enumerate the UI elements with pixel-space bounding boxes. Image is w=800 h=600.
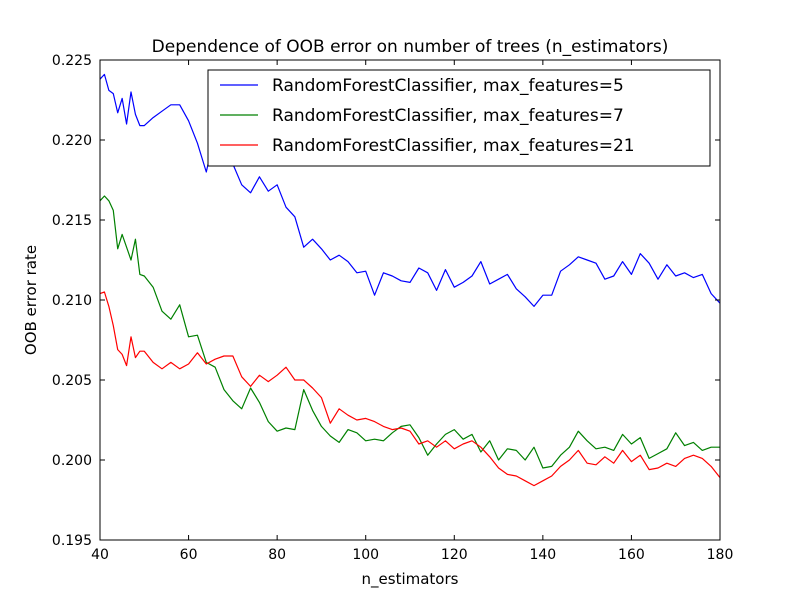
x-tick-label: 60 bbox=[180, 547, 198, 563]
y-tick-label: 0.225 bbox=[52, 53, 92, 69]
legend: RandomForestClassifier, max_features=5 Ra… bbox=[207, 69, 711, 167]
y-tick-label: 0.200 bbox=[52, 453, 92, 469]
plot-area-frame bbox=[99, 59, 721, 541]
legend-label-1: RandomForestClassifier, max_features=5 bbox=[272, 76, 624, 96]
series-line-2 bbox=[99, 195, 720, 469]
series-line-1 bbox=[99, 73, 721, 307]
y-tick-label: 0.210 bbox=[52, 293, 92, 309]
axis-ticks: 40 60 80 100 120 140 160 180 0.195 0.200 0.205 0.21… bbox=[52, 53, 733, 563]
legend-box bbox=[207, 69, 711, 167]
legend-label-2: RandomForestClassifier, max_features=7 bbox=[272, 106, 624, 126]
chart-title: Dependence of OOB error on number of tre… bbox=[152, 37, 669, 57]
y-tick-label: 0.215 bbox=[52, 213, 92, 229]
x-tick-label: 100 bbox=[352, 547, 379, 563]
x-tick-label: 140 bbox=[529, 547, 556, 563]
x-tick-label: 120 bbox=[441, 547, 468, 563]
series-lines bbox=[99, 73, 721, 487]
x-tick-label: 180 bbox=[707, 547, 734, 563]
x-axis-title: n_estimators bbox=[362, 570, 459, 589]
x-tick-label: 160 bbox=[618, 547, 645, 563]
y-tick-label: 0.205 bbox=[52, 373, 92, 389]
y-axis-title: OOB error rate bbox=[22, 245, 40, 355]
y-tick-label: 0.195 bbox=[52, 533, 92, 549]
legend-label-3: RandomForestClassifier, max_features=21 bbox=[272, 136, 635, 156]
series-line-3 bbox=[99, 291, 721, 487]
x-tick-label: 40 bbox=[91, 547, 109, 563]
y-tick-label: 0.220 bbox=[52, 133, 92, 149]
x-tick-label: 80 bbox=[268, 547, 286, 563]
